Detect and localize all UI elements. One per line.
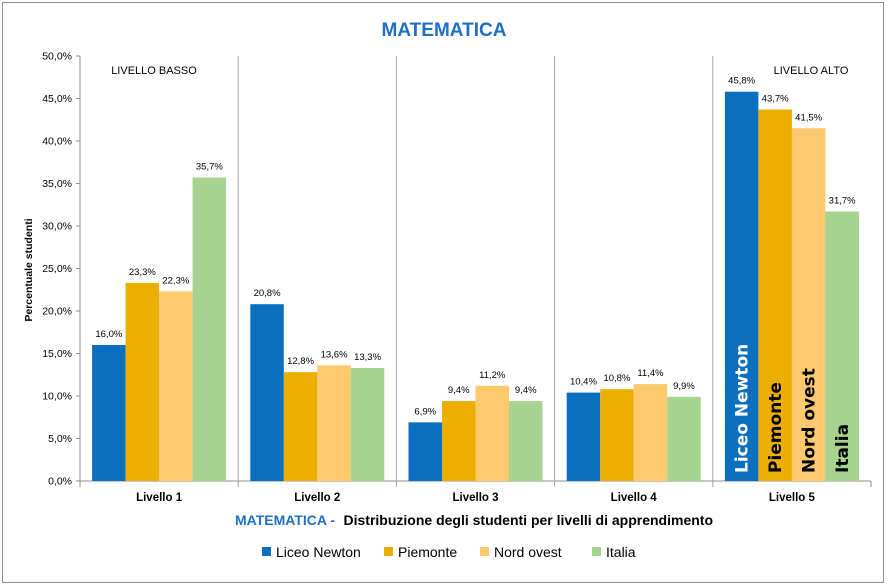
data-label: 9,4% (515, 385, 537, 396)
bar-series-label: Piemonte (766, 382, 786, 473)
bar (566, 392, 601, 481)
category-label: Livello 3 (452, 492, 498, 504)
legend-label: Liceo Newton (276, 544, 361, 560)
bar (758, 109, 792, 482)
y-tick-label: 40,0% (42, 136, 72, 148)
data-label: 22,3% (162, 275, 189, 286)
bar (442, 401, 476, 481)
data-label: 10,4% (570, 377, 597, 388)
legend-label: Nord ovest (494, 544, 562, 560)
legend-label: Piemonte (398, 544, 457, 560)
annotation-livello-basso: LIVELLO BASSO (111, 65, 197, 77)
bars (92, 91, 859, 482)
subtitle-prefix: MATEMATICA - (235, 512, 335, 528)
data-label: 31,7% (829, 196, 856, 207)
bar (408, 422, 442, 481)
legend-swatch (480, 547, 489, 556)
y-tick-label: 5,0% (48, 433, 72, 445)
data-label: 6,9% (414, 406, 436, 417)
bar (283, 372, 318, 481)
y-tick-label: 30,0% (42, 221, 72, 233)
y-tick-label: 15,0% (42, 348, 72, 360)
subtitle-text: Distribuzione degli studenti per livelli… (344, 512, 713, 528)
data-label: 16,0% (95, 329, 122, 340)
data-label: 13,6% (321, 349, 348, 360)
chart-subtitle: MATEMATICA - Distribuzione degli student… (235, 512, 713, 529)
bar (159, 291, 193, 481)
bar (350, 367, 385, 481)
bar (317, 365, 351, 481)
data-label: 12,8% (287, 356, 314, 367)
data-label: 13,3% (354, 352, 381, 363)
legend-swatch (262, 547, 271, 556)
bar (475, 385, 509, 481)
category-label: Livello 4 (611, 492, 658, 504)
bar (92, 345, 126, 481)
data-label: 23,3% (129, 267, 156, 278)
bar (600, 389, 634, 481)
annotation-livello-alto: LIVELLO ALTO (774, 65, 849, 77)
bar (791, 128, 826, 481)
legend-swatch (384, 547, 393, 556)
y-tick-label: 0,0% (48, 476, 72, 488)
chart-title: MATEMATICA (382, 20, 507, 41)
y-tick-label: 35,0% (42, 178, 72, 190)
y-axis-label: Percentuale studenti (23, 218, 35, 321)
data-label: 10,8% (603, 373, 630, 384)
category-label: Livello 1 (136, 492, 183, 504)
y-tick-label: 10,0% (42, 391, 72, 403)
data-label: 45,8% (728, 76, 755, 87)
data-label: 35,7% (196, 162, 223, 173)
legend: Liceo Newton Piemonte Nord ovest Italia (262, 544, 636, 560)
data-label: 9,9% (673, 381, 695, 392)
bar-series-label: Nord ovest (800, 368, 820, 473)
y-tick-label: 25,0% (42, 263, 72, 275)
bar (825, 211, 859, 482)
data-label: 41,5% (795, 112, 822, 123)
data-label: 11,4% (637, 368, 664, 379)
y-tick-label: 50,0% (42, 51, 72, 63)
bar-series-label: Italia (833, 424, 853, 473)
data-label: 20,8% (254, 288, 281, 299)
y-tick-label: 45,0% (42, 93, 72, 105)
bar (633, 384, 668, 481)
bar (250, 304, 284, 481)
data-label: 11,2% (479, 370, 506, 381)
labels: Livello 1 16,0% 23,3% 22,3% 35,7% Livello 2 20… (95, 76, 856, 504)
bar-series-label: Liceo Newton (733, 344, 753, 473)
bar (667, 396, 701, 481)
bar (724, 91, 759, 481)
category-label: Livello 2 (294, 492, 340, 504)
bar (125, 282, 160, 481)
data-label: 43,7% (762, 94, 789, 105)
bar (509, 401, 543, 481)
y-tick-label: 20,0% (42, 306, 72, 318)
category-label: Livello 5 (769, 492, 816, 504)
legend-label: Italia (606, 544, 636, 560)
data-label: 9,4% (448, 385, 470, 396)
legend-swatch (592, 547, 601, 556)
bar (192, 177, 227, 482)
